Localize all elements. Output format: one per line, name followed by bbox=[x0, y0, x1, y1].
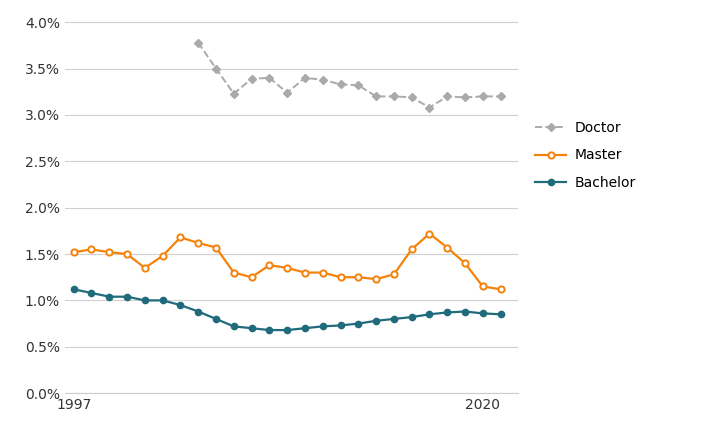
Master bbox=[230, 270, 238, 275]
Doctor bbox=[479, 94, 487, 99]
Master bbox=[390, 272, 398, 277]
Bachelor bbox=[105, 294, 114, 299]
Bachelor bbox=[461, 309, 469, 314]
Master bbox=[408, 247, 416, 252]
Bachelor bbox=[372, 318, 380, 324]
Doctor bbox=[496, 94, 505, 99]
Bachelor bbox=[194, 309, 202, 314]
Legend: Doctor, Master, Bachelor: Doctor, Master, Bachelor bbox=[530, 115, 641, 196]
Bachelor bbox=[408, 314, 416, 320]
Bachelor bbox=[87, 290, 96, 295]
Master bbox=[158, 253, 167, 258]
Master bbox=[496, 287, 505, 292]
Bachelor bbox=[283, 327, 292, 333]
Doctor bbox=[425, 105, 433, 110]
Bachelor bbox=[69, 287, 78, 292]
Doctor bbox=[301, 75, 310, 80]
Line: Doctor: Doctor bbox=[195, 39, 504, 111]
Master bbox=[69, 250, 78, 255]
Bachelor bbox=[318, 324, 327, 329]
Master bbox=[194, 240, 202, 245]
Master bbox=[461, 261, 469, 266]
Bachelor bbox=[354, 321, 363, 326]
Doctor bbox=[336, 82, 345, 87]
Doctor bbox=[247, 76, 256, 81]
Bachelor bbox=[265, 327, 274, 333]
Master bbox=[247, 275, 256, 280]
Master bbox=[283, 265, 292, 270]
Master bbox=[336, 275, 345, 280]
Master bbox=[105, 250, 114, 255]
Doctor bbox=[230, 91, 238, 96]
Doctor bbox=[283, 90, 292, 95]
Bachelor bbox=[479, 311, 487, 316]
Line: Bachelor: Bachelor bbox=[71, 286, 504, 333]
Master bbox=[354, 275, 363, 280]
Doctor bbox=[372, 94, 380, 99]
Doctor bbox=[265, 75, 274, 80]
Doctor bbox=[408, 95, 416, 100]
Bachelor bbox=[390, 316, 398, 321]
Bachelor bbox=[140, 298, 149, 303]
Master bbox=[372, 276, 380, 282]
Doctor bbox=[354, 83, 363, 88]
Doctor bbox=[390, 94, 398, 99]
Line: Master: Master bbox=[71, 231, 504, 292]
Bachelor bbox=[336, 323, 345, 328]
Bachelor bbox=[425, 312, 433, 317]
Doctor bbox=[194, 40, 202, 45]
Master bbox=[212, 245, 220, 250]
Bachelor bbox=[212, 316, 220, 321]
Bachelor bbox=[443, 310, 451, 315]
Master bbox=[140, 265, 149, 270]
Master bbox=[265, 263, 274, 268]
Doctor bbox=[461, 95, 469, 100]
Master bbox=[301, 270, 310, 275]
Master bbox=[87, 247, 96, 252]
Master bbox=[122, 251, 131, 257]
Master bbox=[318, 270, 327, 275]
Bachelor bbox=[230, 324, 238, 329]
Master bbox=[479, 284, 487, 289]
Master bbox=[425, 231, 433, 236]
Doctor bbox=[443, 94, 451, 99]
Bachelor bbox=[496, 312, 505, 317]
Bachelor bbox=[158, 298, 167, 303]
Bachelor bbox=[301, 326, 310, 331]
Bachelor bbox=[247, 326, 256, 331]
Bachelor bbox=[122, 294, 131, 299]
Doctor bbox=[318, 77, 327, 83]
Master bbox=[443, 245, 451, 250]
Master bbox=[176, 235, 185, 240]
Bachelor bbox=[176, 302, 185, 308]
Doctor bbox=[212, 66, 220, 71]
